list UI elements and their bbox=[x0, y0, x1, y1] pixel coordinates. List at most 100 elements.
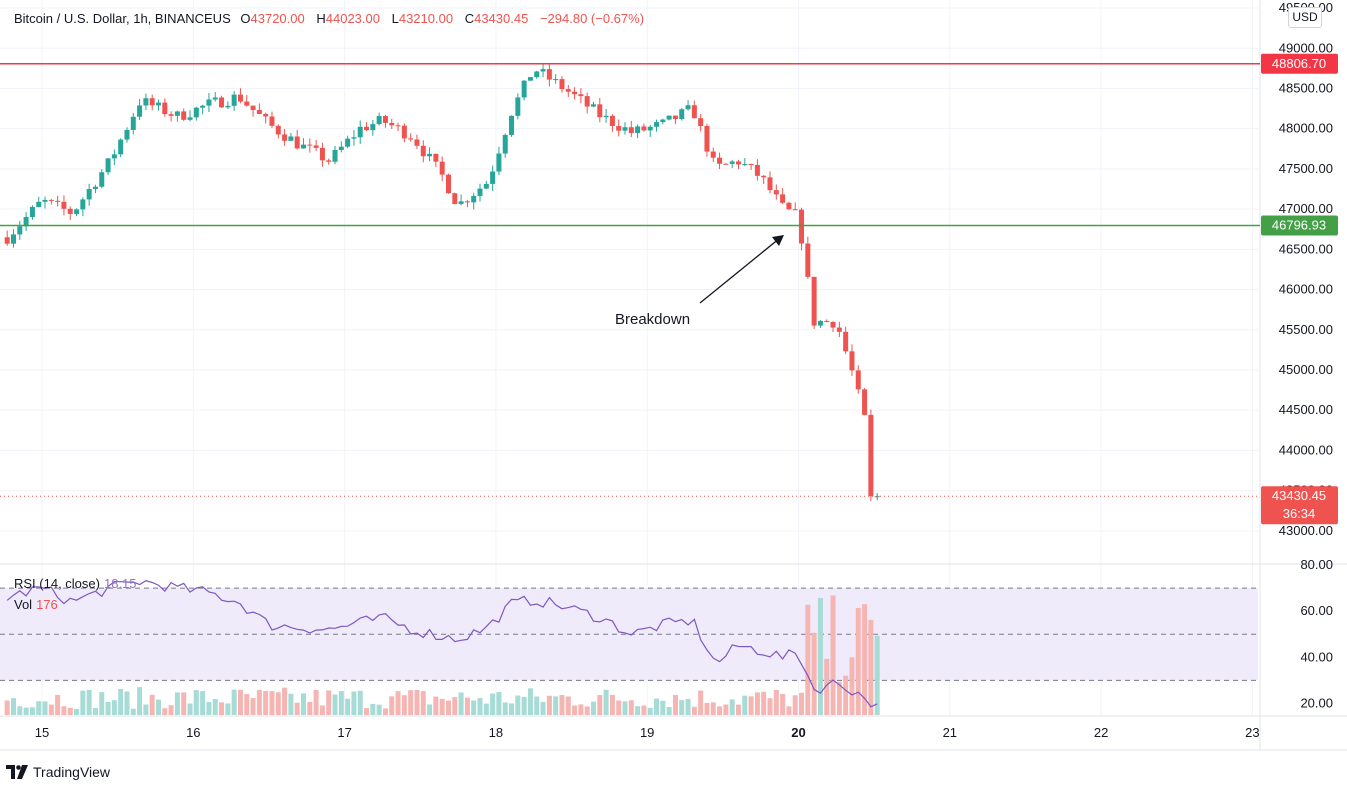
candle[interactable] bbox=[685, 100, 691, 111]
candle[interactable] bbox=[395, 122, 401, 132]
candle[interactable] bbox=[118, 138, 124, 158]
candle[interactable] bbox=[590, 101, 596, 108]
candle[interactable] bbox=[502, 133, 508, 158]
candle[interactable] bbox=[168, 111, 174, 122]
candle[interactable] bbox=[603, 108, 609, 123]
breakdown-annotation[interactable]: Breakdown bbox=[615, 235, 784, 328]
candle[interactable] bbox=[628, 120, 634, 138]
resistance-price-badge[interactable]: 48806.70 bbox=[1261, 53, 1338, 74]
candle[interactable] bbox=[647, 125, 653, 137]
candle[interactable] bbox=[609, 114, 615, 132]
candle[interactable] bbox=[105, 157, 111, 175]
candle[interactable] bbox=[679, 107, 685, 121]
candle[interactable] bbox=[231, 91, 237, 111]
candle[interactable] bbox=[427, 147, 433, 162]
candle[interactable] bbox=[420, 140, 426, 163]
candle[interactable] bbox=[672, 115, 678, 125]
candle[interactable] bbox=[74, 208, 80, 217]
candle[interactable] bbox=[389, 118, 395, 129]
candle[interactable] bbox=[572, 87, 578, 100]
candle[interactable] bbox=[111, 149, 117, 166]
candle[interactable] bbox=[824, 319, 830, 323]
candle[interactable] bbox=[156, 99, 162, 111]
candle[interactable] bbox=[748, 163, 754, 170]
candle[interactable] bbox=[546, 62, 552, 87]
candle[interactable] bbox=[99, 169, 105, 189]
candle[interactable] bbox=[200, 104, 206, 115]
candle[interactable] bbox=[849, 344, 855, 376]
candle[interactable] bbox=[477, 183, 483, 202]
candle[interactable] bbox=[181, 108, 187, 121]
candle[interactable] bbox=[483, 180, 489, 190]
candle[interactable] bbox=[666, 115, 672, 121]
candle[interactable] bbox=[799, 207, 805, 251]
candle[interactable] bbox=[288, 132, 294, 142]
candle[interactable] bbox=[717, 152, 723, 170]
candle[interactable] bbox=[868, 409, 874, 501]
candle[interactable] bbox=[509, 115, 515, 137]
price-axis[interactable]: 43000.0043500.0044000.0044500.0045000.00… bbox=[1279, 0, 1333, 710]
candle[interactable] bbox=[143, 93, 149, 111]
candle[interactable] bbox=[836, 321, 842, 338]
candle[interactable] bbox=[137, 98, 143, 121]
candle[interactable] bbox=[855, 365, 861, 394]
candle[interactable] bbox=[250, 105, 256, 117]
candle[interactable] bbox=[23, 212, 29, 231]
candle[interactable] bbox=[282, 128, 288, 146]
candle[interactable] bbox=[300, 138, 306, 149]
candle[interactable] bbox=[212, 91, 218, 102]
candle[interactable] bbox=[641, 123, 647, 132]
candle[interactable] bbox=[433, 153, 439, 168]
candle[interactable] bbox=[540, 63, 546, 78]
candle[interactable] bbox=[376, 112, 382, 126]
candle[interactable] bbox=[193, 106, 199, 121]
candle[interactable] bbox=[773, 184, 779, 200]
candle[interactable] bbox=[490, 165, 496, 191]
candle[interactable] bbox=[862, 388, 868, 416]
candle[interactable] bbox=[471, 192, 477, 210]
candle[interactable] bbox=[439, 156, 445, 182]
candle[interactable] bbox=[130, 112, 136, 135]
candle[interactable] bbox=[698, 113, 704, 132]
candle[interactable] bbox=[319, 142, 325, 167]
candle[interactable] bbox=[843, 326, 849, 355]
candle[interactable] bbox=[767, 171, 773, 194]
candle[interactable] bbox=[86, 183, 92, 206]
candle[interactable] bbox=[452, 192, 458, 205]
candle[interactable] bbox=[382, 114, 388, 128]
candle[interactable] bbox=[55, 195, 61, 207]
candle[interactable] bbox=[351, 130, 357, 146]
candle[interactable] bbox=[11, 229, 17, 248]
last-price-badge[interactable]: 43430.45 36:34 bbox=[1261, 486, 1338, 525]
time-axis[interactable]: 15 16 17 18 19 20 21 22 23 bbox=[35, 725, 1260, 740]
candle[interactable] bbox=[792, 202, 798, 211]
candle[interactable] bbox=[338, 141, 344, 153]
candle[interactable] bbox=[345, 135, 351, 149]
candle[interactable] bbox=[307, 138, 313, 153]
candle[interactable] bbox=[622, 122, 628, 135]
candle[interactable] bbox=[67, 206, 73, 221]
candle[interactable] bbox=[742, 158, 748, 167]
candle[interactable] bbox=[225, 101, 231, 110]
candle[interactable] bbox=[559, 76, 565, 93]
candle[interactable] bbox=[48, 199, 54, 205]
candle[interactable] bbox=[584, 92, 590, 114]
candle[interactable] bbox=[414, 134, 420, 149]
candle[interactable] bbox=[332, 145, 338, 165]
candle[interactable] bbox=[805, 236, 811, 279]
candle[interactable] bbox=[874, 493, 880, 501]
candle[interactable] bbox=[326, 158, 332, 165]
candle[interactable] bbox=[269, 111, 275, 128]
candle[interactable] bbox=[162, 98, 168, 117]
candle[interactable] bbox=[244, 95, 250, 107]
candle[interactable] bbox=[294, 129, 300, 150]
candle[interactable] bbox=[256, 103, 262, 115]
candle[interactable] bbox=[42, 196, 48, 209]
candle[interactable] bbox=[786, 201, 792, 211]
candle[interactable] bbox=[357, 120, 363, 144]
candle[interactable] bbox=[263, 112, 269, 124]
candle[interactable] bbox=[219, 95, 225, 108]
candle[interactable] bbox=[660, 118, 666, 125]
candle[interactable] bbox=[149, 94, 155, 111]
